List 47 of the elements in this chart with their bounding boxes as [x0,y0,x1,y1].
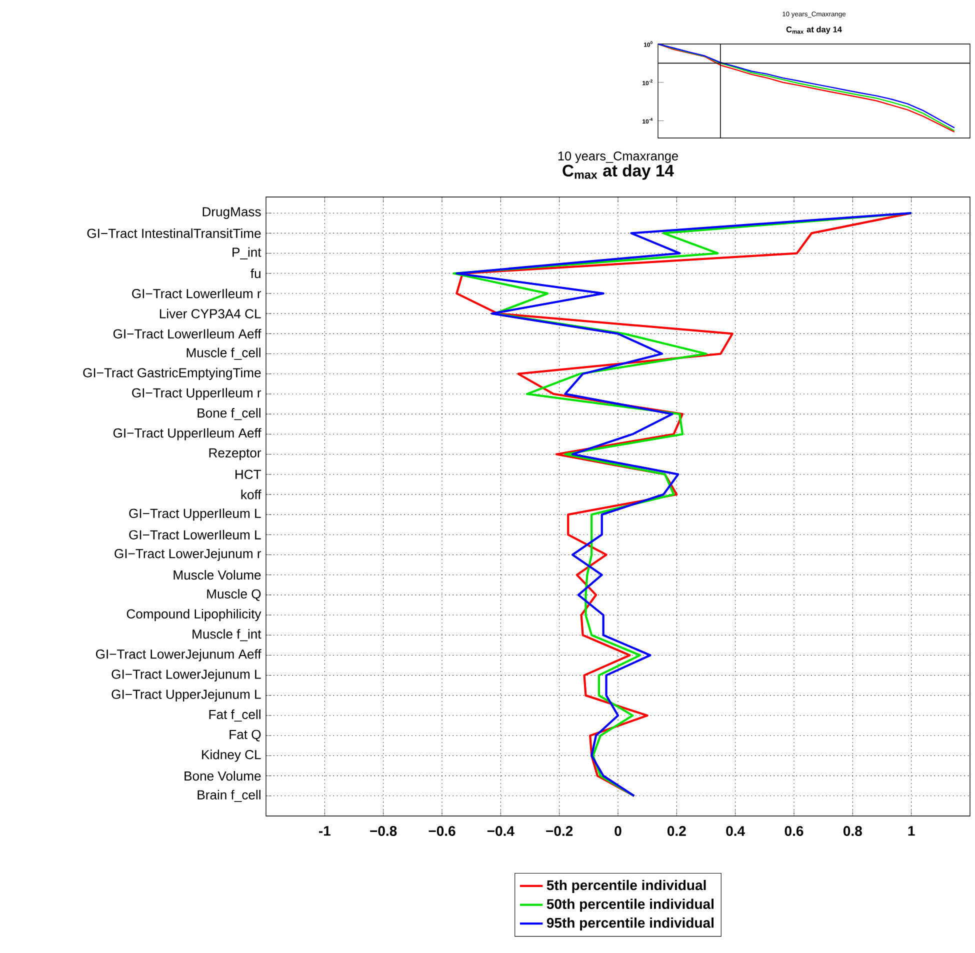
y-tick-label: GI−Tract LowerJejunum r [114,548,262,561]
y-tick-label: GI−Tract LowerJejunum L [112,669,261,682]
legend-label: 50th percentile individual [546,898,714,912]
x-tick-label: −0.4 [487,826,514,836]
x-tick-label: −0.2 [546,826,573,836]
y-tick-label: DrugMass [202,207,261,219]
y-tick-label: GI−Tract LowerIleum r [132,288,262,298]
y-tick-label: fu [250,268,260,278]
y-tick-label: Bone f_cell [198,408,260,420]
y-tick-label: Brain f_cell [198,790,260,802]
x-tick-label: 1 [908,826,915,836]
x-tick-label: −0.8 [370,826,397,836]
y-tick-label: Bone Volume [184,771,261,781]
y-tick-label: GI−Tract UpperJejunum L [112,689,261,702]
legend-label: 95th percentile individual [546,918,714,931]
chart-title: C$_{max}$ at day 14 [562,164,674,180]
y-tick-label: Liver CYP3A4 CL [160,308,261,318]
y-tick-label: Muscle f_cell [186,348,260,360]
y-tick-label: Muscle Volume [174,570,261,580]
y-tick-label: GI−Tract UpperIleum Aeff [113,428,262,440]
y-tick-label: GI−Tract IntestinalTransitTime [87,228,261,238]
y-tick-label: Muscle f_int [192,629,262,642]
y-tick-label: GI−Tract LowerIleum Aeff [113,328,262,338]
y-tick-label: GI−Tract LowerIleum L [129,530,261,540]
x-tick-label: 0 [614,826,622,836]
y-tick-label: Kidney CL [202,750,261,762]
x-tick-label: 0.2 [667,826,686,836]
y-tick-label: GI−Tract GastricEmptyingTime [83,368,261,380]
chart-title: C$_{max}$ at day 14 [786,26,842,34]
y-tick-label: Rezeptor [209,448,262,460]
y-tick-label: GI−Tract UpperIleum r [132,388,262,400]
y-tick-label: koff [241,490,262,500]
y-tick-label: P_int [232,247,262,260]
x-tick-label: 0.8 [843,826,862,836]
legend-label: 5th percentile individual [546,880,706,893]
y-tick-label: Fat f_cell [209,709,260,722]
chart-subtitle: 10 years_Cmaxrange [558,152,678,163]
x-tick-label: -1 [318,826,330,836]
x-tick-label: 0.4 [726,826,745,836]
y-tick-label: GI−Tract UpperIleum L [129,508,261,521]
y-tick-label: Compound Lipophilicity [126,608,262,622]
y-tick-label: Fat Q [230,730,261,742]
x-tick-label: 0.6 [784,826,804,836]
y-tick-label: GI−Tract LowerJejunum Aeff [96,649,262,662]
y-tick-label: Muscle Q [207,588,261,601]
x-tick-label: −0.6 [428,826,456,836]
y-tick-label: HCT [236,470,261,479]
